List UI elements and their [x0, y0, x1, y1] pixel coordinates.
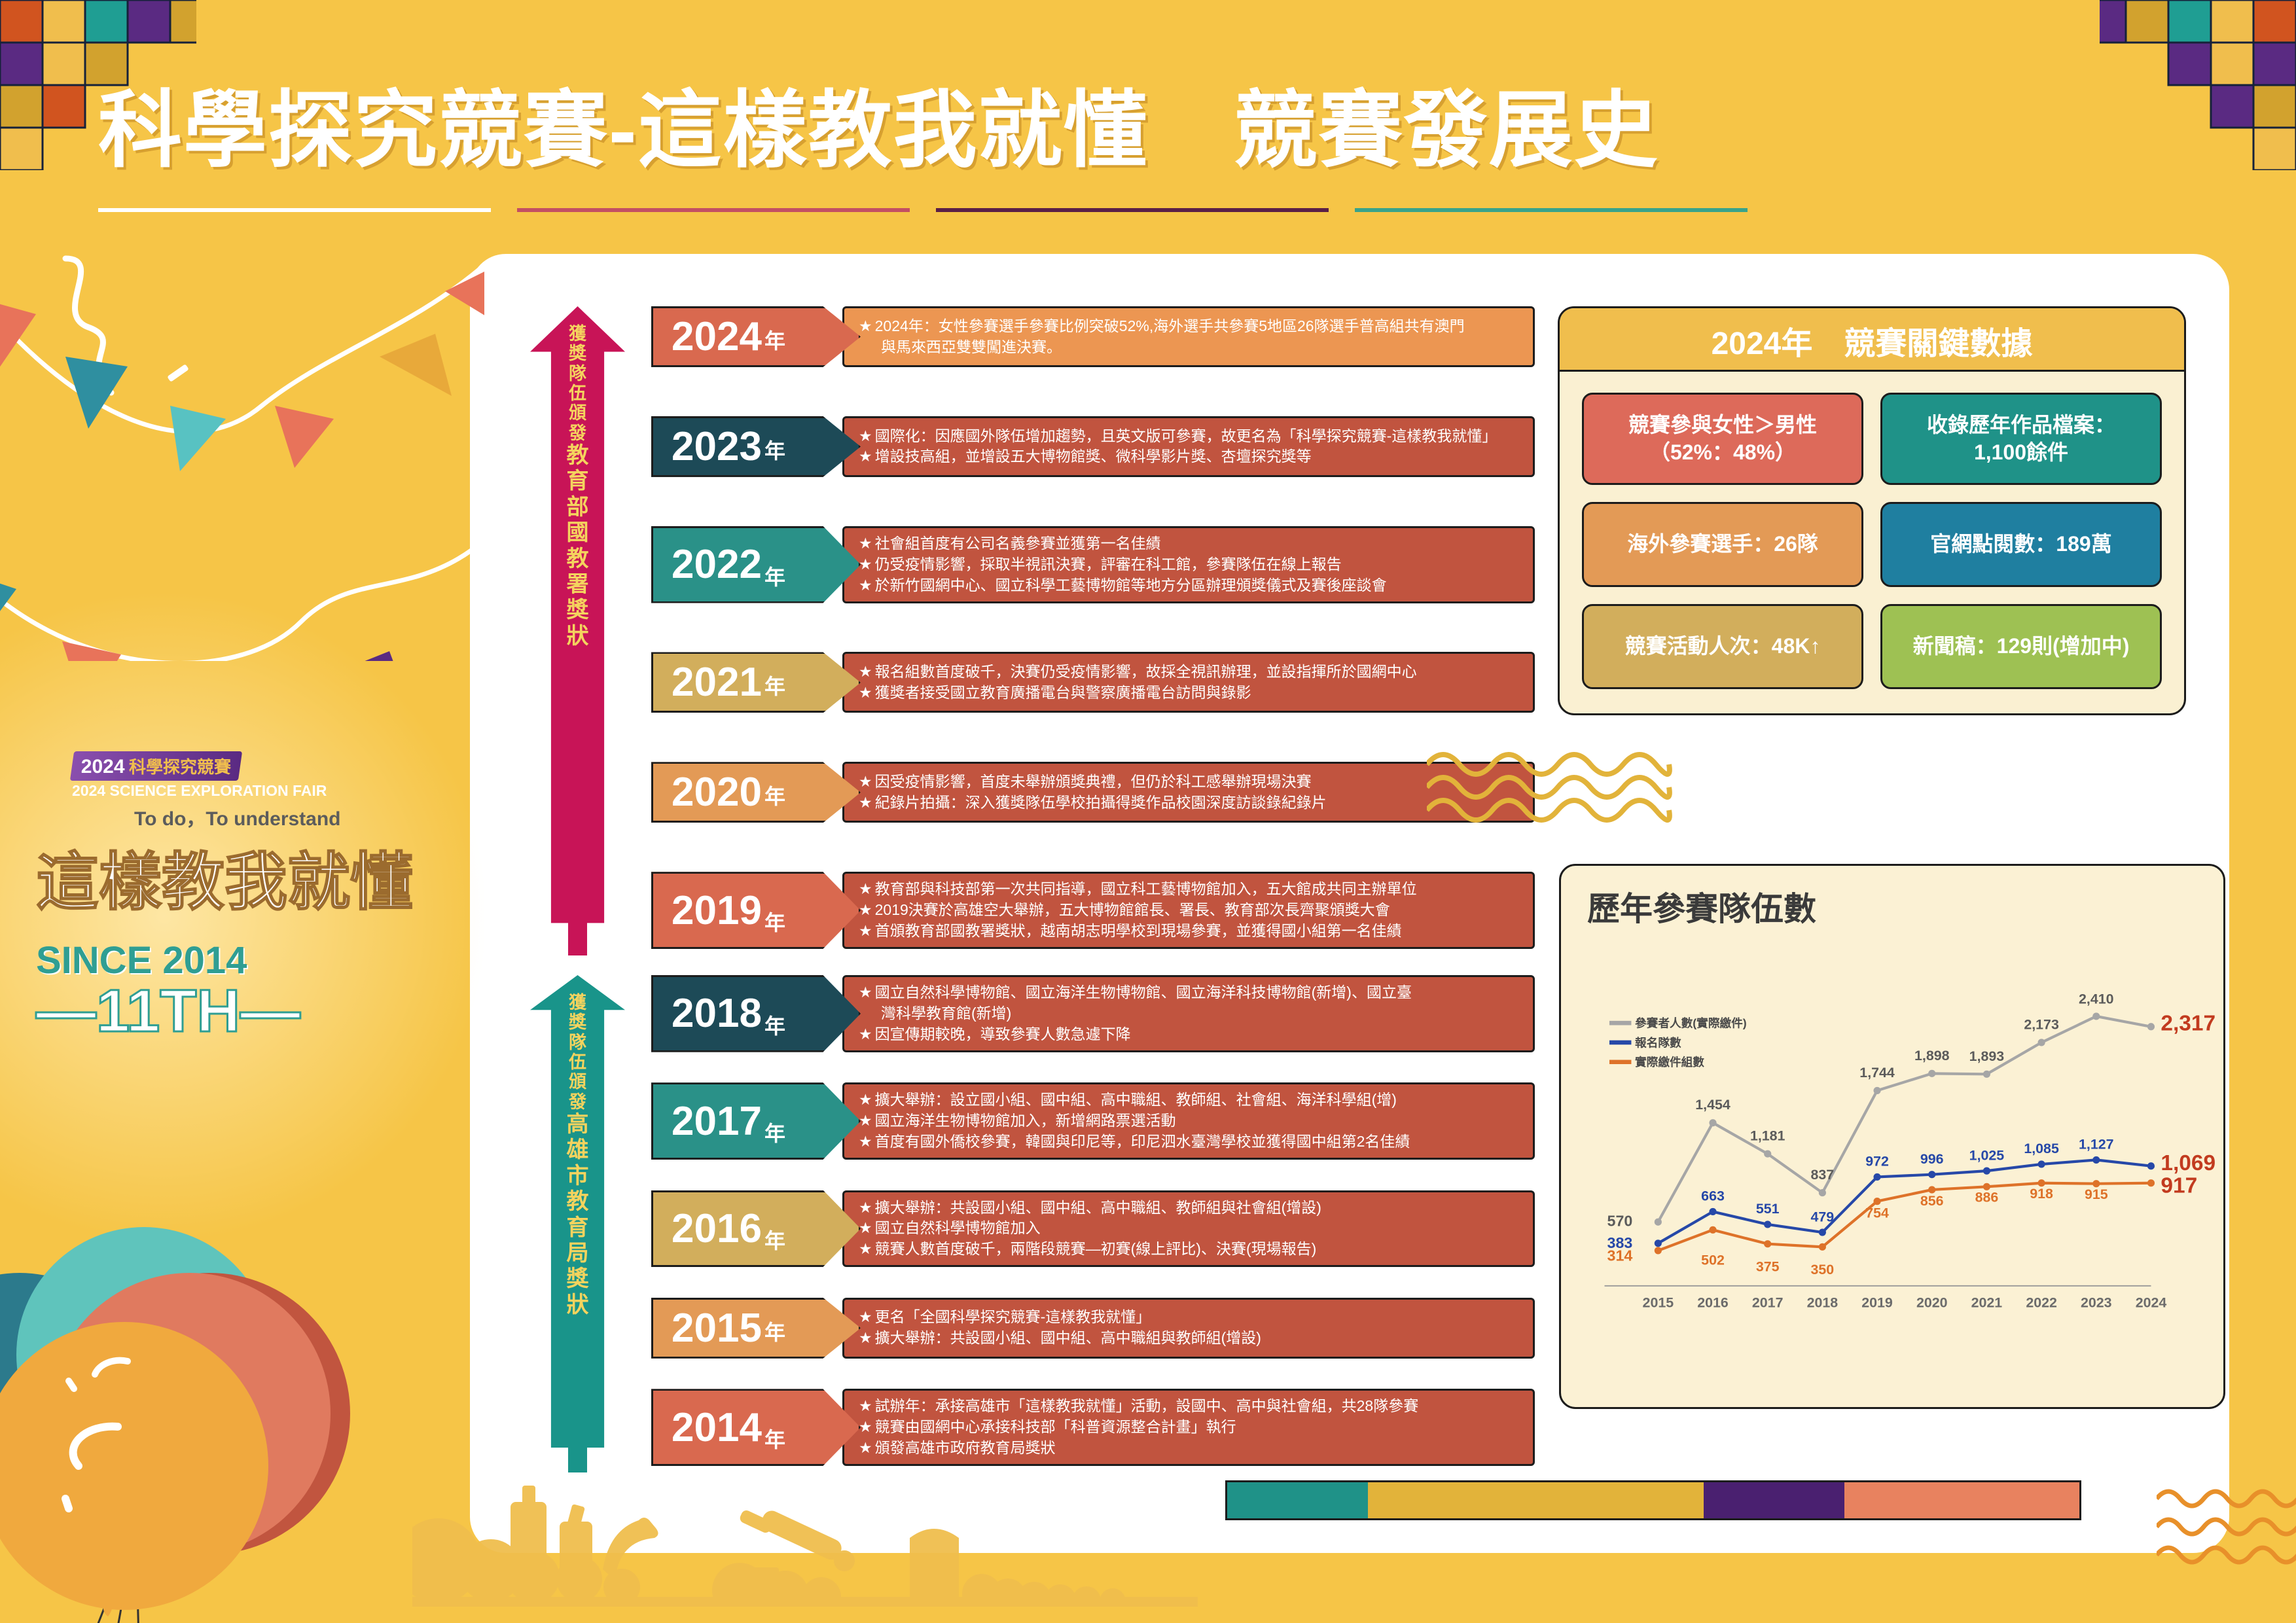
svg-text:2024: 2024 [2136, 1294, 2167, 1310]
svg-text:1,127: 1,127 [2079, 1137, 2114, 1152]
svg-text:2019: 2019 [1861, 1294, 1893, 1310]
svg-text:837: 837 [1811, 1167, 1835, 1183]
svg-text:917: 917 [2161, 1174, 2197, 1198]
svg-text:2023: 2023 [2081, 1294, 2112, 1310]
svg-text:報名隊數: 報名隊數 [1635, 1035, 1681, 1049]
svg-text:1,893: 1,893 [1969, 1048, 2005, 1064]
svg-text:2,173: 2,173 [2024, 1016, 2059, 1032]
svg-text:350: 350 [1811, 1262, 1835, 1277]
svg-text:996: 996 [1920, 1151, 1944, 1167]
svg-text:972: 972 [1865, 1154, 1889, 1169]
svg-text:2018: 2018 [1807, 1294, 1839, 1310]
svg-text:2015: 2015 [1643, 1294, 1674, 1310]
svg-text:314: 314 [1607, 1247, 1633, 1264]
svg-text:663: 663 [1701, 1188, 1725, 1204]
svg-text:1,744: 1,744 [1859, 1065, 1895, 1080]
svg-text:1,454: 1,454 [1695, 1097, 1731, 1113]
svg-text:551: 551 [1756, 1201, 1780, 1217]
svg-text:856: 856 [1920, 1193, 1944, 1209]
svg-text:915: 915 [2085, 1186, 2108, 1202]
svg-text:886: 886 [1975, 1190, 1999, 1205]
svg-text:754: 754 [1865, 1205, 1889, 1221]
svg-text:479: 479 [1811, 1209, 1835, 1224]
svg-text:1,898: 1,898 [1914, 1048, 1950, 1063]
svg-text:2022: 2022 [2026, 1294, 2057, 1310]
svg-text:375: 375 [1756, 1259, 1780, 1275]
svg-text:2021: 2021 [1971, 1294, 2003, 1310]
svg-text:918: 918 [2030, 1186, 2053, 1202]
svg-text:2016: 2016 [1697, 1294, 1729, 1310]
svg-text:570: 570 [1607, 1213, 1633, 1230]
svg-text:1,085: 1,085 [2024, 1141, 2059, 1156]
svg-text:2,410: 2,410 [2079, 991, 2114, 1007]
svg-text:2017: 2017 [1752, 1294, 1784, 1310]
svg-text:502: 502 [1701, 1252, 1725, 1268]
svg-text:實際繳件組數: 實際繳件組數 [1635, 1055, 1704, 1069]
svg-text:參賽者人數(實際繳件): 參賽者人數(實際繳件) [1635, 1016, 1747, 1030]
svg-text:2020: 2020 [1916, 1294, 1948, 1310]
svg-text:1,069: 1,069 [2161, 1151, 2215, 1175]
svg-text:2,317: 2,317 [2161, 1011, 2215, 1035]
svg-text:1,181: 1,181 [1750, 1128, 1785, 1144]
svg-text:1,025: 1,025 [1969, 1147, 2005, 1163]
